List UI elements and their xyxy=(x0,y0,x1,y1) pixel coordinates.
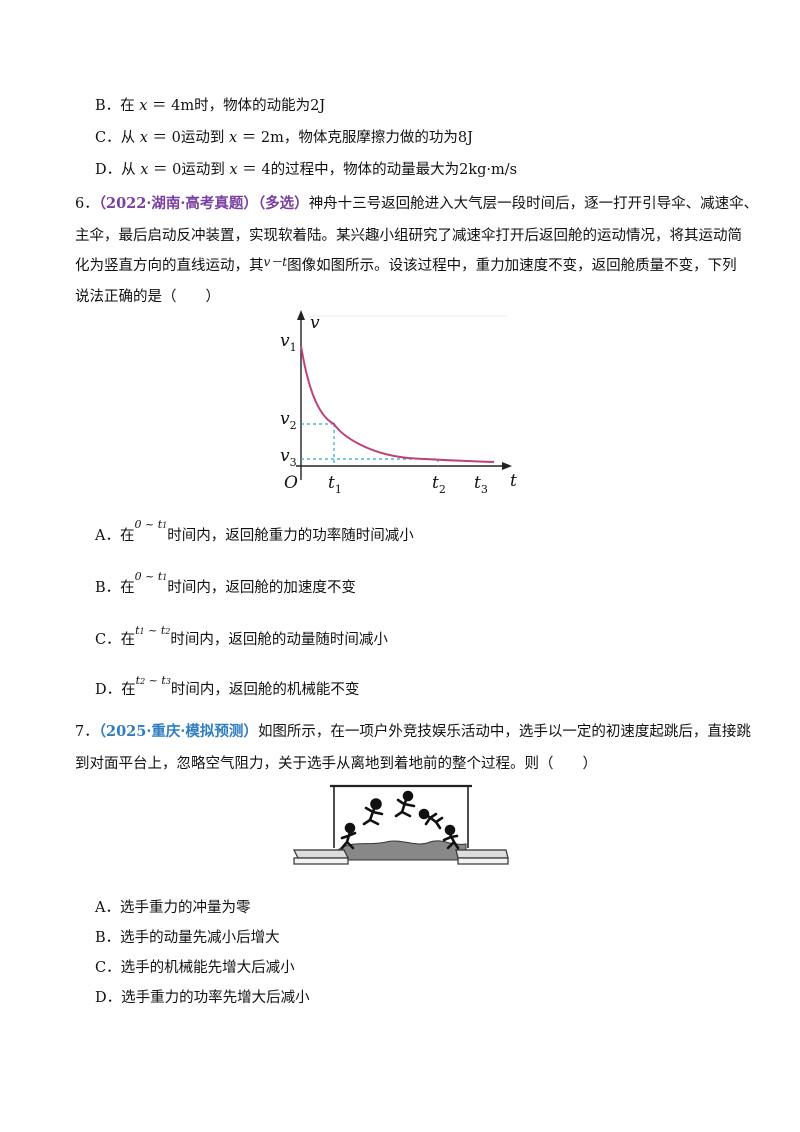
option-text: 时间内，返回舱的动量随时间减小 xyxy=(170,632,388,648)
question-text: 图像如图所示。设该过程中，重力加速度不变，返回舱质量不变，下列 xyxy=(287,258,737,274)
option-text: 从 xyxy=(121,162,141,178)
q7-option-b: B．选手的动量先减小后增大 xyxy=(95,928,280,948)
option-label: D． xyxy=(95,682,122,698)
option-label: B． xyxy=(95,930,121,946)
math-range: 0 ~ t1 xyxy=(134,518,168,531)
q7-option-c: C．选手的机械能先增大后减小 xyxy=(95,958,295,978)
velocity-curve xyxy=(300,345,495,463)
axis-label-v: v xyxy=(310,313,320,333)
math-range: t1 ~ t2 xyxy=(135,624,171,637)
q6-stem-line4: 说法正确的是（ ） xyxy=(75,289,220,305)
option-label: B． xyxy=(95,580,121,596)
right-platform-side xyxy=(457,857,509,865)
option-label: A． xyxy=(95,900,120,916)
variable-x: x xyxy=(139,98,148,114)
option-text: 在 xyxy=(119,528,135,544)
figure-3-head xyxy=(402,790,414,802)
question-text: 化为竖直方向的直线运动，其 xyxy=(75,258,264,274)
option-label: B． xyxy=(95,98,121,114)
option-text: 时间内，返回舱的加速度不变 xyxy=(167,580,356,596)
option-text: ＝ 4的过程中，物体的动量最大为2kg·m/s xyxy=(237,162,518,178)
q6-option-d: D．在t2 ~ t3时间内，返回舱的机械能不变 xyxy=(95,674,360,702)
question-tag: （多选） xyxy=(257,195,309,212)
x-axis-arrow xyxy=(502,462,512,470)
q6-option-c: C．在t1 ~ t2时间内，返回舱的动量随时间减小 xyxy=(95,624,388,652)
math-v-t: v－t xyxy=(263,255,288,269)
option-label: C． xyxy=(95,632,121,648)
option-text: 选手的机械能先增大后减小 xyxy=(120,960,295,976)
q6-stem-line1: 6．（2022·湖南·高考真题）（多选）神舟十三号返回舱进入大气层一段时间后，逐… xyxy=(75,194,758,214)
option-text: ＝ 2m，物体克服摩擦力做的功为8J xyxy=(237,130,473,146)
variable-x: x xyxy=(139,130,148,146)
q7-option-a: A．选手重力的冲量为零 xyxy=(95,898,250,918)
axis-label-t: t xyxy=(510,471,517,491)
option-label: D． xyxy=(95,990,122,1006)
option-text: 时间内，返回舱的机械能不变 xyxy=(170,682,360,698)
jump-illustration xyxy=(293,784,509,865)
option-text: ＝ 0运动到 xyxy=(147,130,229,146)
label-t2: t2 xyxy=(432,473,446,496)
q7-option-d: D．选手重力的功率先增大后减小 xyxy=(95,988,310,1008)
q5-option-c: C．从 x ＝ 0运动到 x ＝ 2m，物体克服摩擦力做的功为8J xyxy=(95,128,473,148)
option-text: 在 xyxy=(120,98,140,114)
figure-3-body xyxy=(394,798,416,818)
q7-stem-line1: 7．（2025·重庆·模拟预测）如图所示，在一项户外竞技娱乐活动中，选手以一定的… xyxy=(75,722,751,742)
variable-x: x xyxy=(229,162,238,178)
q6-option-a: A．在0 ~ t1时间内，返回舱重力的功率随时间减小 xyxy=(95,518,414,548)
option-text: 时间内，返回舱重力的功率随时间减小 xyxy=(167,528,414,544)
jumper-figures xyxy=(340,790,460,850)
q7-stem-line2: 到对面平台上，忽略空气阻力，关于选手从离地到着地前的整个过程。则（ ） xyxy=(75,756,597,772)
label-v3: v3 xyxy=(280,446,297,469)
option-text: 在 xyxy=(120,580,135,596)
figure-4-body xyxy=(424,812,444,830)
q5-option-b: B．在 x ＝ 4m时，物体的动能为2J xyxy=(95,96,325,116)
label-v1: v1 xyxy=(280,331,297,354)
water-pit xyxy=(337,840,467,861)
question-number: 7． xyxy=(75,724,99,740)
option-text: 选手的动量先减小后增大 xyxy=(120,930,280,946)
option-label: C． xyxy=(95,960,121,976)
option-text: 在 xyxy=(121,682,136,698)
q6-stem-line2: 主伞，最后启动反冲装置，实现软着陆。某兴趣小组研究了减速伞打开后返回舱的运动情况… xyxy=(75,228,742,244)
question-number: 6． xyxy=(75,196,99,212)
right-platform xyxy=(455,849,509,859)
label-origin: O xyxy=(284,473,298,493)
figure-2-body xyxy=(362,806,384,826)
option-label: A． xyxy=(95,528,120,544)
label-v2: v2 xyxy=(280,409,297,432)
question-source: （2025·重庆·模拟预测） xyxy=(98,723,258,740)
question-text: 如图所示，在一项户外竞技娱乐活动中，选手以一定的初速度起跳后，直接跳 xyxy=(257,724,751,740)
variable-x: x xyxy=(140,162,149,178)
figure-1-body xyxy=(340,830,357,850)
option-label: C． xyxy=(95,130,121,146)
q6-stem-line3: 化为竖直方向的直线运动，其v－t图像如图所示。设该过程中，重力加速度不变，返回舱… xyxy=(75,255,737,276)
variable-x: x xyxy=(228,130,238,146)
figure-2-head xyxy=(370,798,382,810)
option-text: 从 xyxy=(120,130,140,146)
label-t1: t1 xyxy=(328,473,342,496)
figure-4-head xyxy=(418,808,430,820)
option-text: ＝ 4m时，物体的动能为2J xyxy=(147,98,326,114)
vt-graph: v v1 v2 v3 O t1 t2 t3 t xyxy=(280,310,517,496)
left-platform-side xyxy=(293,857,349,865)
left-platform xyxy=(293,849,349,859)
option-label: D． xyxy=(95,162,122,178)
y-axis-arrow xyxy=(297,310,305,320)
math-range: 0 ~ t1 xyxy=(134,570,168,583)
option-text: 在 xyxy=(120,632,136,648)
option-text: 选手重力的功率先增大后减小 xyxy=(121,990,310,1006)
question-text: 神舟十三号返回舱进入大气层一段时间后，逐一打开引导伞、减速伞、 xyxy=(308,196,759,212)
option-text: ＝ 0运动到 xyxy=(148,162,230,178)
question-source: （2022·湖南·高考真题） xyxy=(98,195,258,212)
figure-5-body xyxy=(442,832,460,850)
math-range: t2 ~ t3 xyxy=(135,674,171,687)
q5-option-d: D．从 x ＝ 0运动到 x ＝ 4的过程中，物体的动量最大为2kg·m/s xyxy=(95,160,517,180)
label-t3: t3 xyxy=(474,473,488,496)
option-text: 选手重力的冲量为零 xyxy=(119,900,251,916)
q6-option-b: B．在0 ~ t1时间内，返回舱的加速度不变 xyxy=(95,570,356,600)
